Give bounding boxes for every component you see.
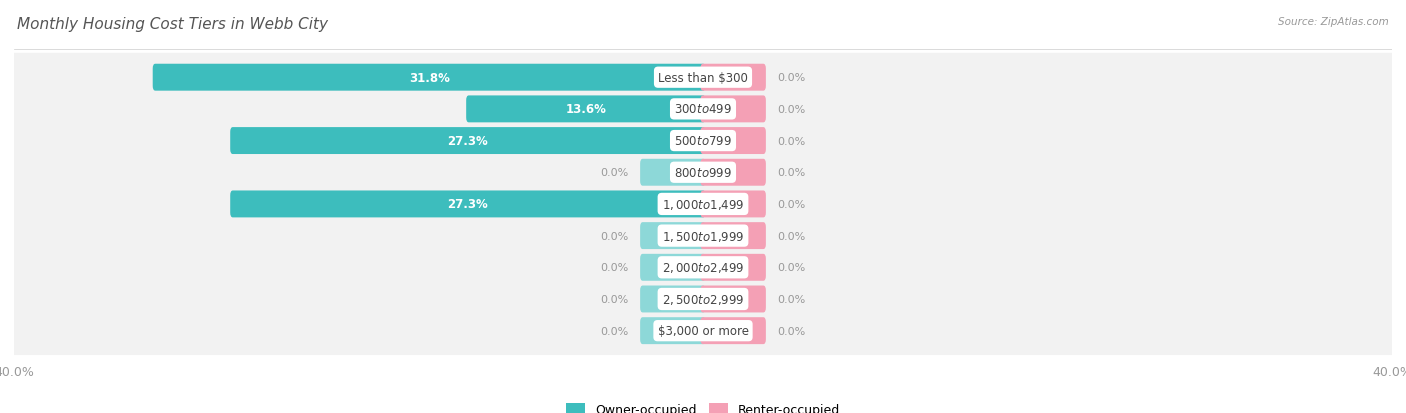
FancyBboxPatch shape <box>231 128 706 154</box>
FancyBboxPatch shape <box>700 128 766 154</box>
Text: 0.0%: 0.0% <box>600 263 628 273</box>
Text: $3,000 or more: $3,000 or more <box>658 324 748 337</box>
FancyBboxPatch shape <box>700 64 766 91</box>
FancyBboxPatch shape <box>700 254 766 281</box>
Text: 0.0%: 0.0% <box>778 168 806 178</box>
Text: 0.0%: 0.0% <box>600 326 628 336</box>
Text: 0.0%: 0.0% <box>778 199 806 209</box>
FancyBboxPatch shape <box>467 96 706 123</box>
Text: 0.0%: 0.0% <box>778 73 806 83</box>
FancyBboxPatch shape <box>4 149 1402 197</box>
Text: $2,000 to $2,499: $2,000 to $2,499 <box>662 261 744 275</box>
Text: $300 to $499: $300 to $499 <box>673 103 733 116</box>
Text: 0.0%: 0.0% <box>778 294 806 304</box>
FancyBboxPatch shape <box>700 318 766 344</box>
FancyBboxPatch shape <box>700 191 766 218</box>
FancyBboxPatch shape <box>4 117 1402 166</box>
FancyBboxPatch shape <box>700 159 766 186</box>
FancyBboxPatch shape <box>4 243 1402 292</box>
FancyBboxPatch shape <box>640 254 706 281</box>
Text: $800 to $999: $800 to $999 <box>673 166 733 179</box>
FancyBboxPatch shape <box>640 286 706 313</box>
Text: Monthly Housing Cost Tiers in Webb City: Monthly Housing Cost Tiers in Webb City <box>17 17 328 31</box>
Text: 0.0%: 0.0% <box>600 231 628 241</box>
Text: Source: ZipAtlas.com: Source: ZipAtlas.com <box>1278 17 1389 26</box>
Text: 0.0%: 0.0% <box>778 263 806 273</box>
Text: 0.0%: 0.0% <box>778 231 806 241</box>
FancyBboxPatch shape <box>4 180 1402 229</box>
FancyBboxPatch shape <box>640 159 706 186</box>
Text: Less than $300: Less than $300 <box>658 71 748 85</box>
FancyBboxPatch shape <box>231 191 706 218</box>
FancyBboxPatch shape <box>4 306 1402 355</box>
Text: 27.3%: 27.3% <box>447 198 488 211</box>
FancyBboxPatch shape <box>640 318 706 344</box>
FancyBboxPatch shape <box>4 85 1402 134</box>
Text: 0.0%: 0.0% <box>600 168 628 178</box>
FancyBboxPatch shape <box>153 64 706 91</box>
FancyBboxPatch shape <box>4 275 1402 324</box>
Text: $1,500 to $1,999: $1,500 to $1,999 <box>662 229 744 243</box>
FancyBboxPatch shape <box>700 286 766 313</box>
FancyBboxPatch shape <box>700 96 766 123</box>
FancyBboxPatch shape <box>640 223 706 249</box>
Text: 13.6%: 13.6% <box>565 103 606 116</box>
FancyBboxPatch shape <box>700 223 766 249</box>
Text: $500 to $799: $500 to $799 <box>673 135 733 148</box>
FancyBboxPatch shape <box>4 54 1402 102</box>
FancyBboxPatch shape <box>4 212 1402 260</box>
Text: $1,000 to $1,499: $1,000 to $1,499 <box>662 197 744 211</box>
Text: 0.0%: 0.0% <box>778 104 806 114</box>
Text: 27.3%: 27.3% <box>447 135 488 148</box>
Text: 31.8%: 31.8% <box>409 71 450 85</box>
Text: 0.0%: 0.0% <box>778 326 806 336</box>
Text: $2,500 to $2,999: $2,500 to $2,999 <box>662 292 744 306</box>
Text: 0.0%: 0.0% <box>778 136 806 146</box>
Text: 0.0%: 0.0% <box>600 294 628 304</box>
Legend: Owner-occupied, Renter-occupied: Owner-occupied, Renter-occupied <box>561 398 845 413</box>
